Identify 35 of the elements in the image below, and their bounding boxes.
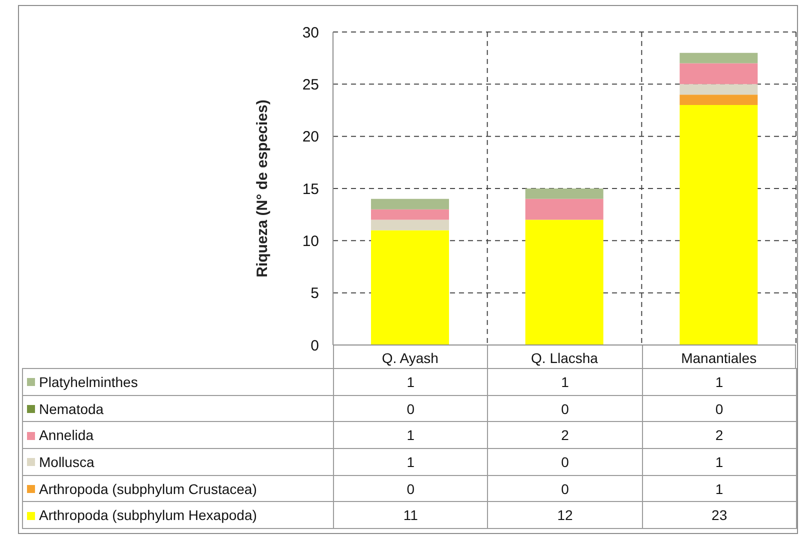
data-label: 2 [488,422,642,449]
data-label: 2 [642,422,796,449]
data-label: 12 [488,502,642,529]
data-label: 0 [334,395,488,422]
y-tick-label: 20 [302,128,319,146]
data-label: 0 [488,475,642,502]
data-label: 1 [334,422,488,449]
data-label: 0 [488,395,642,422]
data-label: 1 [334,448,488,476]
y-tick-label: 0 [310,337,319,354]
data-label: 23 [642,502,796,529]
y-tick-label: 5 [310,285,319,302]
data-label: 0 [488,448,642,476]
x-tick-label: Q. Ayash [382,350,438,366]
data-label: 1 [642,448,796,476]
legend-label: Annelida [39,427,94,444]
legend-label: Platyhelminthes [39,374,138,390]
x-tick-label: Manantiales [681,350,757,366]
data-label: 1 [334,368,488,396]
y-tick-label: 30 [302,24,319,42]
y-axis-title: Riqueza (N° de especies) [254,100,270,278]
data-label: 1 [642,368,796,396]
y-tick-label: 15 [302,180,319,198]
legend-label: Nematoda [39,400,104,417]
data-label: 0 [334,475,488,502]
legend-label: Arthropoda (subphylum Crustacea) [39,480,257,497]
data-label: 0 [642,395,796,422]
y-tick-label: 25 [302,76,319,94]
data-label: 1 [488,368,642,396]
legend-label: Mollusca [39,454,94,470]
y-tick-label: 10 [302,232,319,250]
legend-label: Arthropoda (subphylum Hexapoda) [39,507,257,524]
data-label: 11 [334,502,488,529]
x-tick-label: Q. Llacsha [531,350,598,366]
data-label: 1 [642,475,796,502]
